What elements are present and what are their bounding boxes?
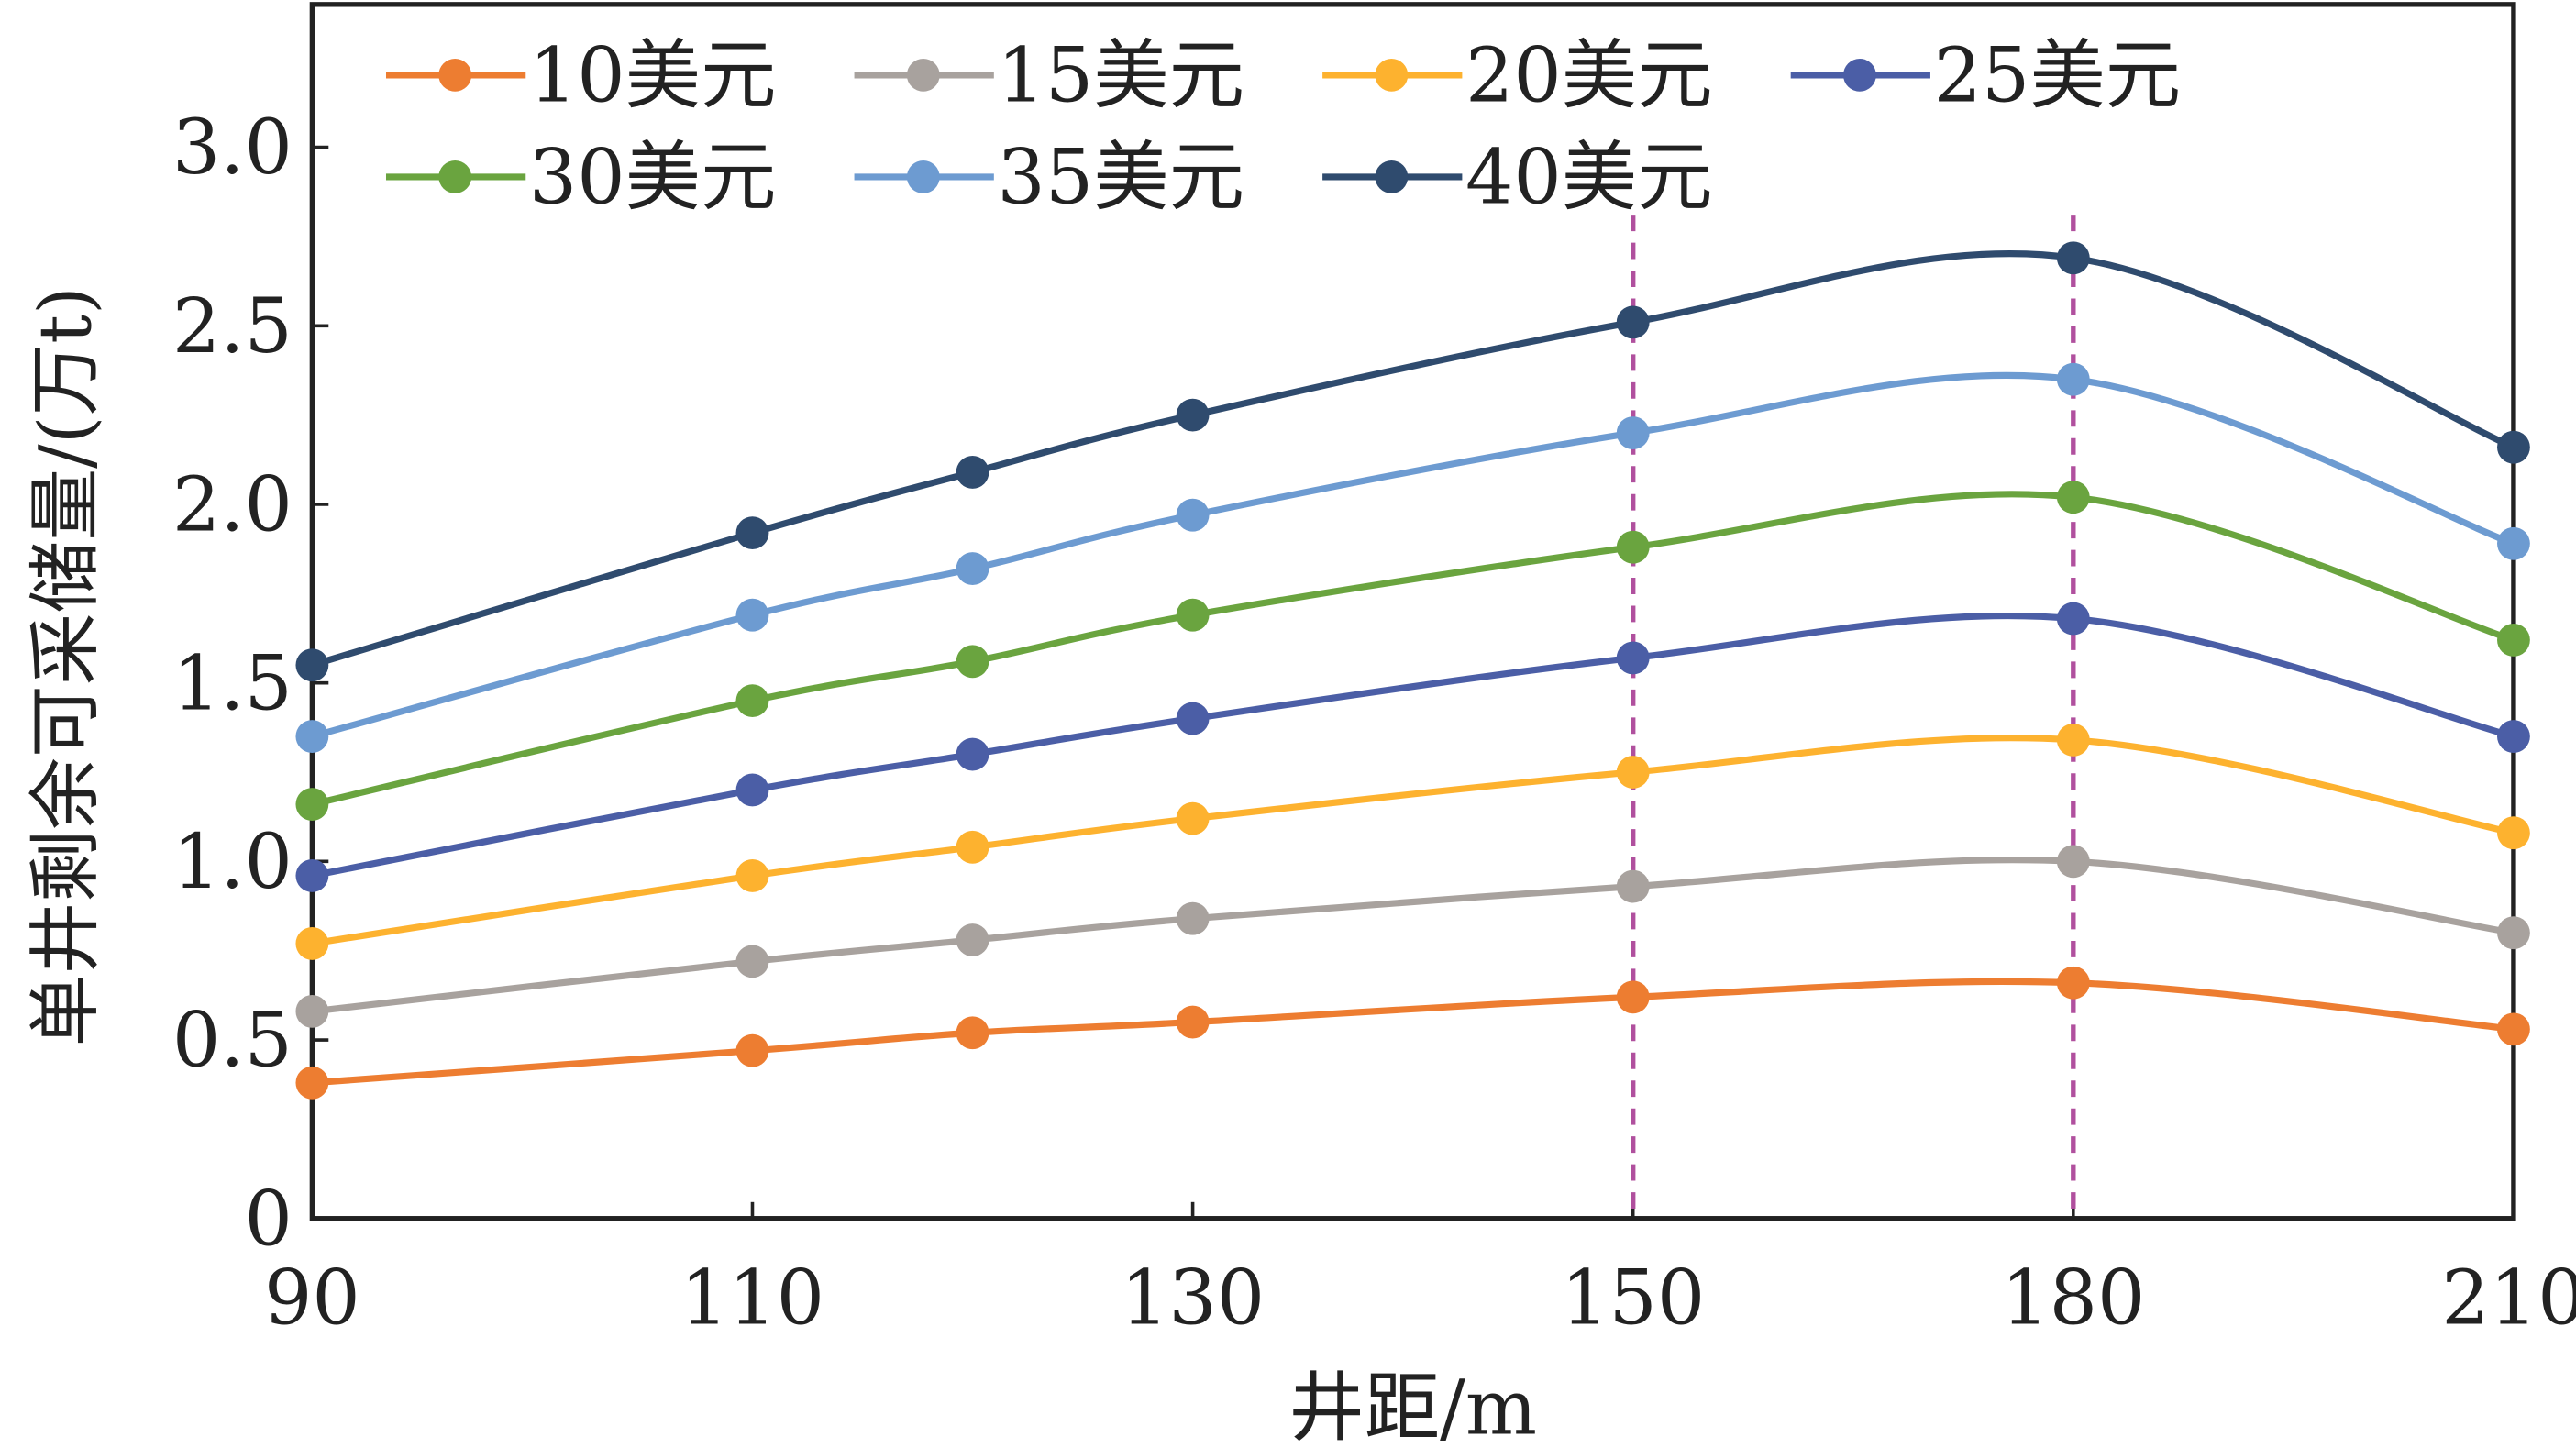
- x-tick-label: 110: [680, 1255, 824, 1342]
- x-tick-label: 210: [2441, 1255, 2576, 1342]
- series-line-5: [311, 371, 2515, 740]
- y-tick-label: 3.0: [172, 105, 293, 192]
- data-point: [1616, 530, 1650, 564]
- legend-label: 35美元: [997, 135, 1244, 222]
- data-point: [2497, 526, 2530, 560]
- data-point: [1176, 398, 1210, 432]
- legend-label: 25美元: [1934, 33, 2182, 120]
- series-line-3: [311, 612, 2515, 879]
- data-point: [2056, 241, 2090, 275]
- data-point: [295, 720, 329, 753]
- data-point: [735, 598, 769, 632]
- legend-marker: [438, 58, 472, 92]
- data-point: [2497, 816, 2530, 850]
- x-tick-label: 150: [1561, 1255, 1705, 1342]
- data-point: [1176, 598, 1210, 632]
- series-line-6: [311, 249, 2515, 669]
- legend-marker: [906, 160, 940, 193]
- y-tick-label: 1.5: [172, 640, 293, 727]
- data-point: [2497, 1012, 2530, 1046]
- legend-marker: [1375, 58, 1409, 92]
- plot-area: 90 110 130 150 180 210 0 0.5 1.0 1.5 2.0 2.5 3.0 10美元…: [172, 2, 2576, 1342]
- y-tick-label: 0.5: [172, 998, 293, 1085]
- data-point: [1616, 980, 1650, 1014]
- data-point: [956, 645, 989, 679]
- legend-marker: [1375, 160, 1409, 193]
- legend-marker: [1843, 58, 1876, 92]
- y-tick-label: 2.5: [172, 283, 293, 370]
- legend-label: 10美元: [529, 33, 777, 120]
- y-tick-label: 2.0: [172, 462, 293, 549]
- series-line-4: [311, 491, 2515, 808]
- data-point: [295, 926, 329, 960]
- legend-marker: [906, 58, 940, 92]
- series-line-0: [312, 978, 2515, 1087]
- data-point: [956, 923, 989, 956]
- data-point: [2497, 624, 2530, 657]
- legend-label: 30美元: [529, 135, 777, 222]
- data-point: [2056, 481, 2090, 514]
- data-point: [2497, 720, 2530, 753]
- legend-label: 20美元: [1465, 33, 1713, 120]
- data-point: [295, 859, 329, 892]
- data-point: [1616, 416, 1650, 450]
- data-point: [1616, 305, 1650, 339]
- data-point: [295, 648, 329, 682]
- data-point: [1176, 498, 1210, 532]
- data-point: [295, 994, 329, 1028]
- legend-label: 40美元: [1465, 135, 1713, 222]
- data-point: [1176, 702, 1210, 735]
- data-point: [956, 552, 989, 585]
- data-point: [735, 516, 769, 550]
- data-point: [2056, 966, 2090, 1000]
- data-point: [956, 456, 989, 489]
- data-point: [1616, 641, 1650, 675]
- data-point: [956, 1016, 989, 1050]
- data-point: [1176, 901, 1210, 935]
- data-point: [1176, 801, 1210, 835]
- y-tick-label: 0: [244, 1176, 292, 1263]
- data-point: [2056, 602, 2090, 636]
- data-point: [1616, 869, 1650, 903]
- data-point: [295, 1066, 329, 1100]
- x-tick-label: 130: [1121, 1255, 1265, 1342]
- data-point: [2056, 845, 2090, 879]
- data-point: [2497, 916, 2530, 950]
- legend-marker: [438, 160, 472, 193]
- data-point: [735, 684, 769, 718]
- data-point: [2056, 724, 2090, 757]
- data-point: [2056, 362, 2090, 396]
- data-point: [2497, 430, 2530, 464]
- data-point: [956, 737, 989, 771]
- x-axis-label: 井距/m: [1288, 1365, 1537, 1448]
- legend-label: 15美元: [997, 33, 1244, 120]
- data-point: [735, 1033, 769, 1067]
- y-axis-label: 单井剩余可采储量/(万t): [24, 286, 108, 1046]
- x-tick-label: 90: [264, 1255, 360, 1342]
- data-point: [1616, 756, 1650, 789]
- data-point: [735, 945, 769, 978]
- data-point: [735, 773, 769, 807]
- y-tick-label: 1.0: [172, 819, 293, 906]
- plot-frame: [309, 2, 2516, 1221]
- data-point: [1176, 1005, 1210, 1039]
- x-tick-label: 180: [2001, 1255, 2145, 1342]
- data-point: [735, 859, 769, 892]
- data-point: [295, 788, 329, 821]
- series-line-2: [311, 735, 2515, 947]
- data-point: [956, 830, 989, 864]
